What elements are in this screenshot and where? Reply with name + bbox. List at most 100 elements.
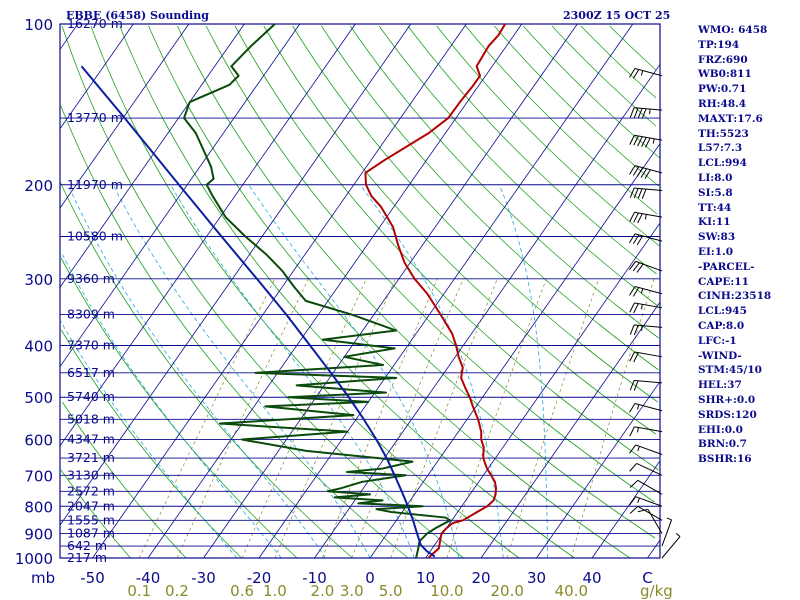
index-value: STM:45/10 [698, 364, 762, 377]
wind-barb-flag [641, 188, 647, 199]
wind-barb-flag [637, 136, 643, 147]
wind-barb [629, 233, 663, 246]
wind-barb [629, 505, 663, 521]
height-label: 9360 m [67, 271, 115, 286]
moist-adiabat [498, 184, 548, 559]
wind-barb-shaft [647, 509, 663, 534]
dry-adiabat [234, 25, 659, 471]
wind-barb-shaft [634, 324, 663, 328]
mixing-ratio-tick-label: 0.6 [230, 582, 254, 600]
height-label: 7370 m [67, 338, 115, 353]
wind-barb-flag [632, 234, 640, 245]
wind-barb-flag [629, 463, 637, 472]
wind-barb-flag [629, 505, 639, 514]
mixing-ratio-tick-label: 0.1 [127, 582, 151, 600]
dry-adiabat [349, 25, 659, 339]
mixing-ratio-tick-label: 10.0 [430, 582, 463, 600]
mixing-ratio-tick-label: 20.0 [491, 582, 524, 600]
mixing-ratio-line [322, 278, 438, 559]
wind-barb-half-flag [637, 427, 639, 433]
wind-barb-flag [629, 444, 637, 454]
wind-barb-shaft [634, 211, 663, 218]
wind-barb-flag [636, 263, 644, 273]
index-value: MAXT:17.6 [698, 112, 763, 125]
temperature-tick-label: -50 [80, 569, 105, 587]
mixing-ratio-line [351, 278, 464, 559]
wind-barb [629, 426, 663, 437]
mixing-ratio-line [446, 278, 547, 559]
index-value: CAPE:11 [698, 275, 749, 288]
isotherm-line [59, 23, 134, 129]
moist-adiabat [359, 184, 504, 559]
temperature-tick-label: C [642, 569, 652, 587]
index-value: WB0:811 [698, 68, 752, 81]
wind-barb [629, 187, 663, 199]
height-label: 642 m [67, 538, 107, 553]
height-label: 2047 m [67, 498, 115, 513]
index-value: EHI:0.0 [698, 423, 743, 436]
dry-adiabat [59, 181, 353, 559]
mixing-ratio-line [390, 278, 498, 559]
wind-barb-shaft [634, 187, 663, 191]
height-label: 3130 m [67, 467, 115, 482]
index-value: L57:7.3 [698, 142, 743, 155]
wind-barb [629, 211, 663, 224]
wind-barb-flag [629, 233, 636, 243]
wind-barb-column [629, 68, 681, 559]
height-label: 13770 m [67, 110, 123, 125]
wind-barb-flag [633, 325, 639, 336]
wind-barb-shaft [634, 351, 663, 358]
wind-barb-flag [629, 302, 635, 313]
temperature-tick-label: 30 [527, 569, 546, 587]
dry-adiabat [60, 257, 298, 559]
wind-barb [629, 134, 663, 148]
wind-barb-flag [629, 324, 635, 335]
temperature-tick-label: 40 [582, 569, 601, 587]
isotherm-line [59, 23, 190, 209]
wind-barb-flag [633, 352, 639, 363]
pressure-tick-label: 800 [24, 498, 53, 516]
height-label: 5018 m [67, 411, 115, 426]
wind-barb [629, 403, 663, 413]
wind-barb [637, 508, 663, 534]
wind-barb [629, 165, 663, 179]
wind-barb-half-flag [666, 517, 672, 521]
wind-barb-half-flag [640, 70, 644, 76]
index-value: TH:5523 [698, 127, 749, 140]
height-label: 217 m [67, 550, 107, 565]
pressure-tick-label: 100 [24, 16, 53, 34]
height-label: 8309 m [67, 307, 115, 322]
dry-adiabat [61, 401, 187, 559]
dry-adiabat [407, 25, 657, 275]
wind-barb [629, 107, 663, 119]
wind-barb-shaft [634, 165, 663, 174]
mixing-ratio-line [570, 278, 655, 559]
dry-adiabat [321, 25, 659, 371]
wind-barb-flag [629, 261, 637, 271]
temperature-tick-label: -40 [136, 569, 161, 587]
height-label: 3721 m [67, 450, 115, 465]
height-label: 11970 m [67, 177, 123, 192]
parcel-line [80, 65, 436, 558]
wind-barb-flag [632, 69, 640, 79]
wind-barb-shaft [634, 233, 663, 242]
wind-barb-shaft [634, 134, 663, 141]
sounding-title: EBBE (6458) Sounding [66, 9, 209, 22]
wind-barb [629, 286, 663, 297]
wind-barb-flag [629, 479, 639, 488]
dry-adiabat [60, 469, 131, 559]
wind-barb [661, 517, 673, 547]
wind-barb-flag [637, 213, 643, 224]
wind-barb-half-flag [640, 288, 644, 294]
wind-barb-half-flag [644, 214, 647, 220]
wind-barb-flag [629, 68, 636, 78]
index-value: -WIND- [698, 349, 742, 362]
isotherm-line [480, 302, 661, 559]
wind-barb-flag [632, 287, 640, 297]
wind-barb-shaft [661, 519, 673, 547]
isotherm-line [203, 23, 578, 559]
pressure-unit-label: mb [31, 569, 55, 587]
wind-barb-shaft [634, 426, 663, 433]
isotherm-line [59, 23, 79, 50]
